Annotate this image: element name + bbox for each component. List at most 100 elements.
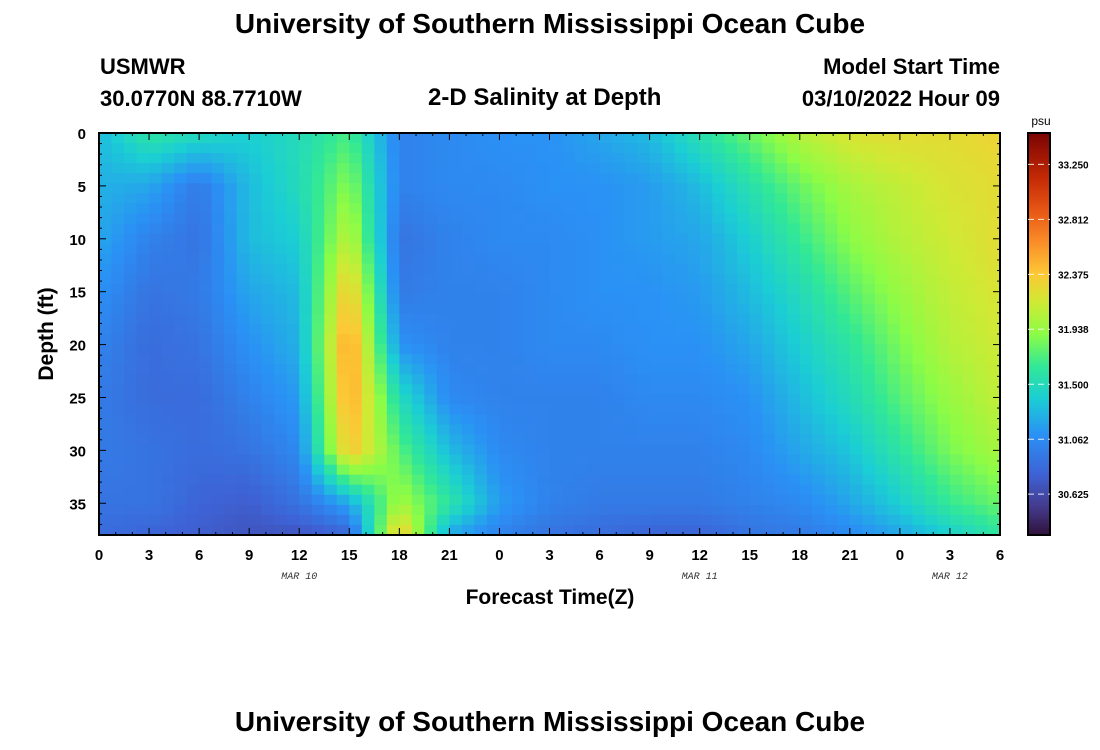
heatmap-cell (937, 424, 951, 436)
heatmap-cell (211, 313, 225, 325)
heatmap-cell (474, 384, 488, 395)
heatmap-cell (699, 434, 713, 446)
heatmap-cell (849, 283, 863, 295)
heatmap-cell (386, 404, 400, 415)
heatmap-cell (974, 153, 989, 164)
heatmap-cell (562, 203, 576, 214)
heatmap-cell (511, 354, 526, 365)
heatmap-cell (774, 323, 788, 335)
heatmap-cell (674, 243, 688, 255)
heatmap-cell (637, 293, 651, 305)
heatmap-cell (949, 414, 964, 426)
heatmap-cell (111, 514, 125, 526)
heatmap-cell (574, 183, 588, 194)
heatmap-cell (837, 313, 851, 325)
heatmap-cell (637, 143, 651, 154)
heatmap-cell (962, 143, 976, 154)
heatmap-cell (136, 424, 150, 436)
heatmap-cell (411, 384, 425, 395)
heatmap-cell (486, 163, 501, 174)
heatmap-cell (937, 303, 951, 315)
heatmap-cell (186, 354, 200, 365)
heatmap-cell (311, 454, 325, 466)
heatmap-cell (974, 223, 989, 235)
heatmap-cell (587, 484, 601, 496)
heatmap-cell (962, 203, 976, 214)
heatmap-cell (662, 384, 676, 395)
heatmap-cell (649, 424, 663, 436)
heatmap-cell (324, 163, 338, 174)
heatmap-cell (111, 364, 125, 375)
heatmap-cell (987, 313, 1001, 325)
heatmap-cell (486, 143, 501, 154)
heatmap-cell (824, 364, 838, 375)
heatmap-cell (474, 153, 488, 164)
y-tick-label: 0 (78, 126, 86, 143)
heatmap-cell (111, 173, 125, 184)
heatmap-cell (949, 374, 964, 385)
heatmap-cell (349, 344, 363, 355)
heatmap-cell (987, 494, 1001, 506)
heatmap-cell (662, 263, 676, 275)
heatmap-cell (449, 424, 463, 436)
heatmap-cell (99, 173, 113, 184)
heatmap-cell (211, 384, 225, 395)
y-tick-label: 25 (69, 390, 86, 407)
heatmap-cell (149, 143, 163, 154)
heatmap-cell (424, 424, 438, 436)
heatmap-cell (449, 474, 463, 486)
heatmap-cell (549, 414, 563, 426)
heatmap-cell (612, 394, 626, 405)
heatmap-cell (612, 163, 626, 174)
heatmap-cell (149, 464, 163, 476)
heatmap-cell (336, 524, 350, 536)
heatmap-cell (99, 283, 113, 295)
heatmap-cell (612, 273, 626, 285)
heatmap-cell (111, 263, 125, 275)
heatmap-cell (149, 334, 163, 345)
heatmap-cell (386, 504, 400, 516)
heatmap-cell (424, 203, 438, 214)
heatmap-cell (899, 243, 913, 255)
heatmap-cell (436, 404, 450, 415)
heatmap-cell (749, 323, 763, 335)
heatmap-cell (737, 424, 751, 436)
heatmap-cell (136, 283, 150, 295)
heatmap-cell (674, 334, 688, 345)
heatmap-cell (299, 203, 313, 214)
heatmap-cell (324, 394, 338, 405)
heatmap-cell (674, 354, 688, 365)
heatmap-cell (399, 263, 413, 275)
heatmap-cell (637, 464, 651, 476)
heatmap-cell (224, 253, 238, 265)
heatmap-cell (149, 344, 163, 355)
heatmap-cell (849, 404, 863, 415)
heatmap-cell (261, 183, 275, 194)
heatmap-cell (937, 213, 951, 225)
heatmap-cell (874, 334, 888, 345)
heatmap-cell (286, 243, 300, 255)
heatmap-cell (862, 424, 876, 436)
heatmap-cell (411, 153, 425, 164)
heatmap-cell (411, 514, 425, 526)
heatmap-cell (699, 454, 713, 466)
heatmap-cell (787, 424, 801, 436)
heatmap-cell (249, 233, 263, 245)
heatmap-cell (324, 354, 338, 365)
heatmap-cell (536, 193, 551, 204)
heatmap-cell (286, 223, 300, 235)
heatmap-cell (899, 504, 913, 516)
heatmap-cell (311, 283, 325, 295)
heatmap-cell (124, 213, 138, 225)
heatmap-cell (486, 223, 501, 235)
heatmap-cell (787, 223, 801, 235)
heatmap-cell (587, 183, 601, 194)
heatmap-cell (149, 484, 163, 496)
heatmap-cell (599, 153, 613, 164)
heatmap-cell (899, 414, 913, 426)
heatmap-cell (924, 474, 939, 486)
heatmap-cell (987, 323, 1001, 335)
heatmap-cell (812, 293, 826, 305)
heatmap-cell (486, 233, 501, 245)
heatmap-cell (562, 384, 576, 395)
